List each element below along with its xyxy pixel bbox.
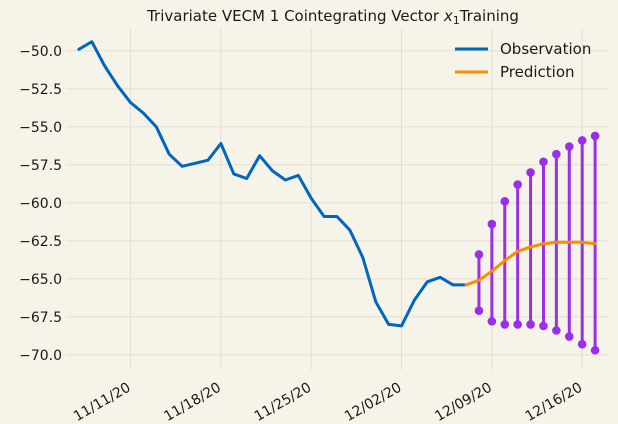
interval-upper-point (539, 157, 548, 167)
interval-upper-point (500, 196, 510, 206)
interval-lower-point (474, 306, 484, 316)
y-tick-label: −52.5 (19, 82, 62, 98)
interval-upper-point (590, 131, 600, 141)
interval-lower-point (552, 326, 561, 335)
interval-lower-point (539, 321, 548, 331)
chart-title-symbol: x (443, 7, 453, 25)
interval-lower-point (513, 320, 522, 329)
interval-lower-point (526, 320, 535, 329)
observation-line (77, 40, 468, 328)
interval-lower-point (590, 345, 600, 355)
y-tick-label: −62.5 (19, 234, 62, 250)
interval-upper-point (577, 136, 587, 145)
interval-upper-point (474, 250, 484, 259)
interval-lower-point (577, 339, 587, 349)
chart-title-subscript: 1 (453, 14, 460, 27)
chart-title-suffix: Training (459, 7, 519, 25)
x-tick-label: 11/18/20 (161, 380, 223, 424)
x-axis-ticks: 11/11/20 11/18/20 11/25/20 12/02/20 12/09/20… (71, 380, 585, 424)
legend: Observation Prediction (455, 40, 591, 81)
interval-lower-point (500, 320, 510, 329)
y-tick-label: −57.5 (19, 158, 62, 174)
y-tick-label: −50.0 (19, 44, 62, 60)
y-tick-label: −65.0 (19, 272, 62, 288)
interval-upper-point (564, 142, 574, 151)
x-tick-label: 12/16/20 (523, 380, 585, 424)
series-lines (77, 40, 597, 328)
y-tick-label: −60.0 (19, 196, 62, 212)
x-tick-label: 12/09/20 (432, 380, 494, 424)
interval-upper-point (552, 149, 561, 159)
y-tick-label: −67.5 (19, 310, 62, 326)
chart-title: Trivariate VECM 1 Cointegrating Vector x… (146, 7, 519, 27)
x-tick-label: 12/02/20 (342, 380, 404, 424)
interval-upper-point (526, 168, 535, 177)
interval-upper-point (487, 219, 497, 229)
y-axis-ticks: −50.0 −52.5 −55.0 −57.5 −60.0 −62.5 −65.0 −67.5… (19, 44, 62, 364)
interval-lower-point (564, 332, 574, 341)
legend-label: Prediction (500, 63, 575, 81)
y-tick-label: −70.0 (19, 348, 62, 364)
chart-title-main: Trivariate VECM 1 Cointegrating Vector (146, 7, 440, 25)
legend-label: Observation (500, 40, 591, 58)
interval-lower-point (487, 317, 497, 326)
x-tick-label: 11/25/20 (252, 380, 314, 424)
prediction-line (464, 240, 597, 287)
interval-upper-point (513, 180, 522, 189)
y-tick-label: −55.0 (19, 120, 62, 136)
x-tick-label: 11/11/20 (71, 380, 133, 424)
